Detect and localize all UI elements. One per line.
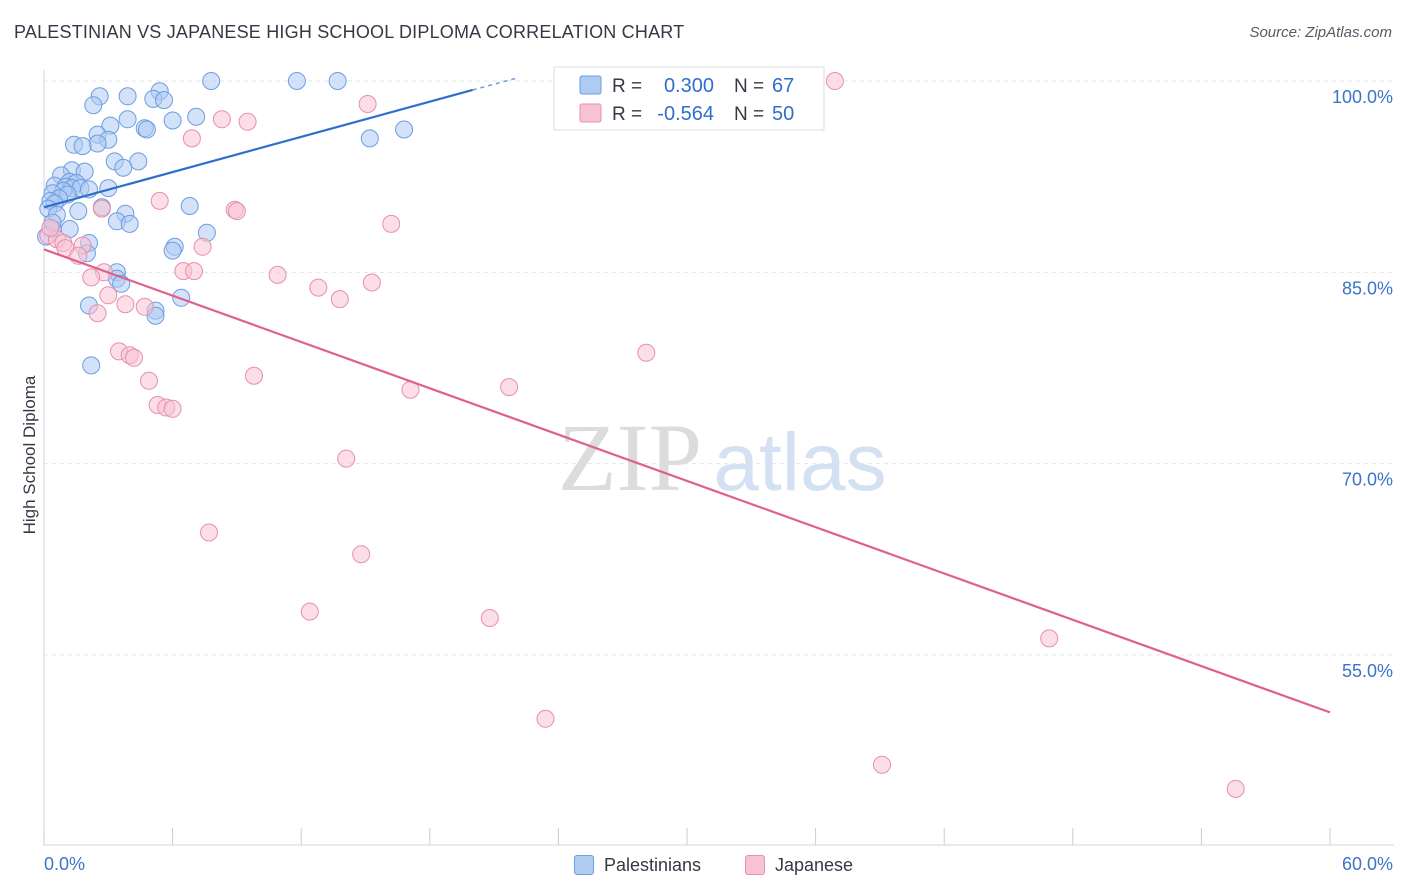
trend-line-japanese (43, 248, 1331, 714)
y-tick-label: 100.0% (1332, 87, 1393, 107)
legend-swatch (574, 855, 594, 875)
legend-item-palestinians: Palestinians (574, 852, 701, 878)
gridlines (44, 80, 1394, 656)
point-japanese (536, 709, 555, 728)
trend-line-extension (472, 77, 516, 91)
point-palestinians (287, 72, 306, 90)
point-palestinians (118, 87, 137, 106)
y-tick-labels: 100.0% 85.0% 70.0% 55.0% (1332, 87, 1393, 681)
point-japanese (99, 286, 118, 305)
legend-r-label-2: R = (612, 104, 642, 125)
point-japanese (245, 366, 263, 385)
point-japanese (1040, 629, 1059, 648)
point-japanese (200, 523, 218, 542)
point-japanese (212, 110, 231, 129)
legend-swatch (745, 855, 765, 875)
point-japanese (116, 295, 135, 314)
y-tick-label: 85.0% (1342, 278, 1393, 298)
point-japanese (238, 112, 257, 131)
point-japanese (82, 268, 101, 287)
point-japanese (88, 304, 107, 323)
point-japanese (330, 290, 349, 309)
point-palestinians (202, 72, 221, 90)
legend-r-label-1: R = (612, 76, 642, 97)
point-japanese (227, 202, 246, 221)
legend-item-japanese: Japanese (745, 852, 853, 878)
point-palestinians (82, 356, 101, 375)
point-japanese (352, 545, 371, 564)
point-japanese (150, 191, 169, 210)
point-palestinians (187, 107, 206, 126)
legend-r-value-1: 0.300 (664, 75, 714, 97)
point-japanese (337, 449, 356, 468)
legend-n-label-1: N = (734, 76, 764, 97)
y-axis-title: High School Diploma (20, 375, 39, 534)
point-palestinians (360, 129, 379, 148)
point-palestinians (114, 158, 133, 177)
watermark-zip: ZIP (558, 404, 702, 511)
point-palestinians (69, 202, 88, 221)
point-palestinians (163, 241, 182, 260)
y-tick-label: 55.0% (1342, 661, 1393, 681)
point-japanese (182, 129, 201, 148)
series-legend: Palestinians Japanese (0, 852, 1406, 878)
point-japanese (193, 237, 212, 256)
point-japanese (358, 95, 377, 113)
legend-n-value-1: 67 (772, 75, 794, 97)
point-japanese (125, 348, 143, 367)
point-japanese (41, 218, 60, 237)
point-palestinians (118, 110, 137, 129)
point-japanese (480, 609, 499, 627)
source-label: Source: ZipAtlas.com (1249, 24, 1392, 41)
point-japanese (500, 378, 519, 397)
trend-line-palestinians (43, 88, 473, 209)
legend-swatch-palestinians (579, 75, 602, 95)
trend-lines (43, 77, 1331, 714)
x-tick-label: 60.0% (1342, 854, 1393, 874)
point-palestinians (88, 134, 107, 153)
correlation-legend: R = 0.300 N = 67 R = -0.564 N = 50 (553, 66, 825, 131)
point-palestinians (328, 72, 347, 90)
legend-n-label-2: N = (734, 104, 764, 125)
point-palestinians (73, 137, 92, 156)
point-palestinians (395, 120, 414, 139)
chart-title: PALESTINIAN VS JAPANESE HIGH SCHOOL DIPL… (14, 22, 685, 42)
watermark-atlas: atlas (713, 417, 886, 508)
point-japanese (309, 278, 328, 297)
legend-n-value-2: 50 (772, 103, 794, 125)
point-palestinians (84, 96, 103, 115)
point-japanese (825, 72, 844, 90)
point-palestinians (155, 91, 173, 110)
data-points (37, 72, 1245, 798)
point-palestinians (129, 152, 148, 171)
point-palestinians (180, 197, 199, 215)
legend-label-japanese: Japanese (775, 854, 854, 875)
x-ticks (43, 828, 1331, 845)
point-palestinians (163, 111, 182, 130)
point-japanese (637, 343, 656, 362)
watermark: ZIP atlas (558, 404, 887, 511)
point-japanese (873, 755, 891, 774)
y-tick-label: 70.0% (1342, 470, 1393, 490)
point-japanese (92, 199, 111, 218)
point-japanese (135, 297, 154, 316)
point-japanese (268, 265, 287, 284)
point-japanese (382, 214, 401, 233)
x-tick-label: 0.0% (44, 854, 85, 874)
point-palestinians (120, 214, 139, 233)
legend-swatch-japanese (579, 103, 602, 123)
point-palestinians (137, 120, 156, 139)
legend-label-palestinians: Palestinians (604, 854, 702, 875)
point-japanese (140, 371, 158, 390)
point-japanese (1226, 779, 1245, 798)
x-tick-labels: 0.0% 60.0% (44, 854, 1393, 874)
point-japanese (362, 273, 381, 292)
point-japanese (300, 602, 319, 621)
legend-r-value-2: -0.564 (657, 103, 714, 125)
point-japanese (185, 262, 203, 281)
point-japanese (163, 399, 182, 418)
